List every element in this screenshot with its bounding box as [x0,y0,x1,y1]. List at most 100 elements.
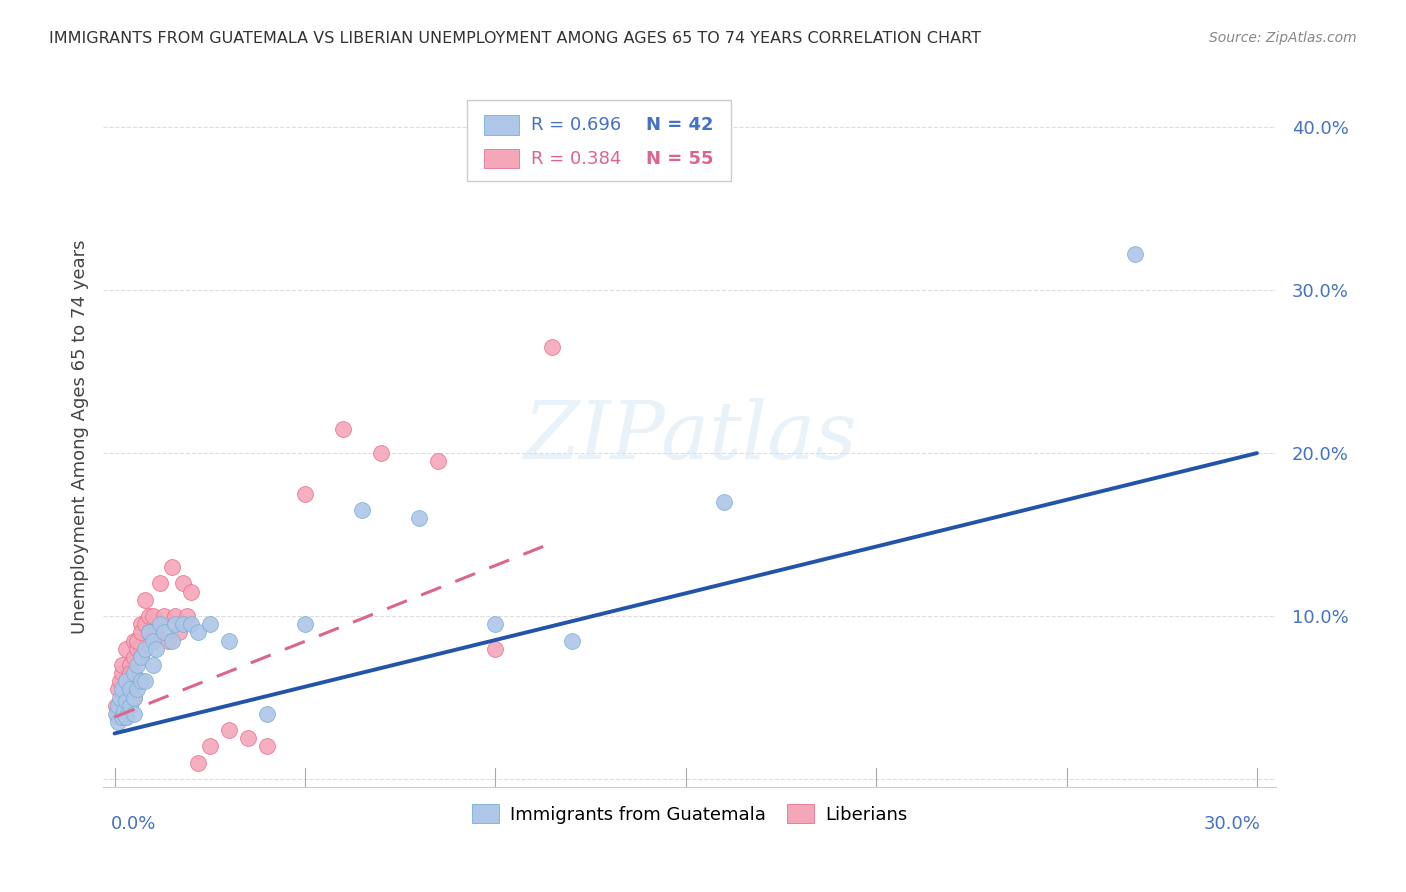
Point [111,658,134,673]
Point [118,666,141,681]
Point [187,625,209,640]
Point [129,617,152,632]
Point [122,666,145,681]
Point [118,690,141,705]
Point [138,625,160,640]
Point [127,633,149,648]
Point [236,731,259,746]
Point [1123,247,1146,261]
Point [111,682,134,697]
Point [134,674,156,689]
Point [129,649,152,664]
Point [156,633,179,648]
Point [129,649,152,664]
Point [111,666,134,681]
Point [256,739,278,754]
Point [122,633,145,648]
Point [122,690,145,705]
Point [484,641,506,656]
Legend: Immigrants from Guatemala, Liberians: Immigrants from Guatemala, Liberians [464,797,914,830]
Point [484,617,506,632]
Point [127,641,149,656]
Point [115,710,138,724]
Point [142,609,165,624]
Text: R = 0.696: R = 0.696 [531,116,621,134]
Text: N = 42: N = 42 [647,116,714,134]
Point [111,694,134,708]
Point [105,706,128,721]
Point [541,340,564,354]
Point [110,690,132,705]
Point [138,609,160,624]
Point [294,487,316,501]
Point [115,674,138,689]
Point [408,511,430,525]
Point [110,674,132,689]
Point [180,584,202,599]
Point [169,625,191,640]
Point [172,617,194,632]
Point [112,704,135,718]
Point [115,710,138,724]
Point [142,658,165,673]
Point [115,698,138,713]
Point [118,658,141,673]
Point [370,446,392,460]
Text: ZIPatlas: ZIPatlas [523,398,856,475]
Point [122,690,145,705]
Point [145,641,167,656]
Point [180,617,202,632]
Point [115,674,138,689]
Text: N = 55: N = 55 [647,150,714,168]
Point [127,658,149,673]
Point [187,756,209,770]
Text: R = 0.384: R = 0.384 [531,150,621,168]
FancyBboxPatch shape [467,101,731,181]
Point [165,617,187,632]
Point [427,454,450,468]
Point [112,682,135,697]
Point [198,739,221,754]
Point [713,495,735,509]
Point [294,617,316,632]
Point [122,706,145,721]
Point [115,694,138,708]
Point [145,625,167,640]
Point [160,633,183,648]
Point [122,666,145,681]
Point [160,560,183,574]
Point [138,625,160,640]
Point [153,625,176,640]
Point [149,617,172,632]
Point [256,706,278,721]
Point [111,710,134,724]
Point [111,706,134,721]
Point [153,609,176,624]
Point [127,682,149,697]
Bar [484,115,519,135]
Point [107,704,129,718]
Point [122,649,145,664]
Point [118,682,141,697]
Point [218,633,240,648]
Point [142,633,165,648]
Point [134,641,156,656]
Point [352,503,374,517]
Point [129,674,152,689]
Bar [484,149,519,169]
Point [118,682,141,697]
Text: 30.0%: 30.0% [1204,815,1261,833]
Point [111,690,134,705]
Point [149,576,172,591]
Point [172,576,194,591]
Y-axis label: Unemployment Among Ages 65 to 74 years: Unemployment Among Ages 65 to 74 years [72,240,89,634]
Point [107,714,129,729]
Point [560,633,582,648]
Text: Source: ZipAtlas.com: Source: ZipAtlas.com [1209,31,1357,45]
Point [129,625,152,640]
Point [115,641,138,656]
Point [142,633,165,648]
Point [332,422,354,436]
Point [107,710,129,724]
Text: 0.0%: 0.0% [111,815,156,833]
